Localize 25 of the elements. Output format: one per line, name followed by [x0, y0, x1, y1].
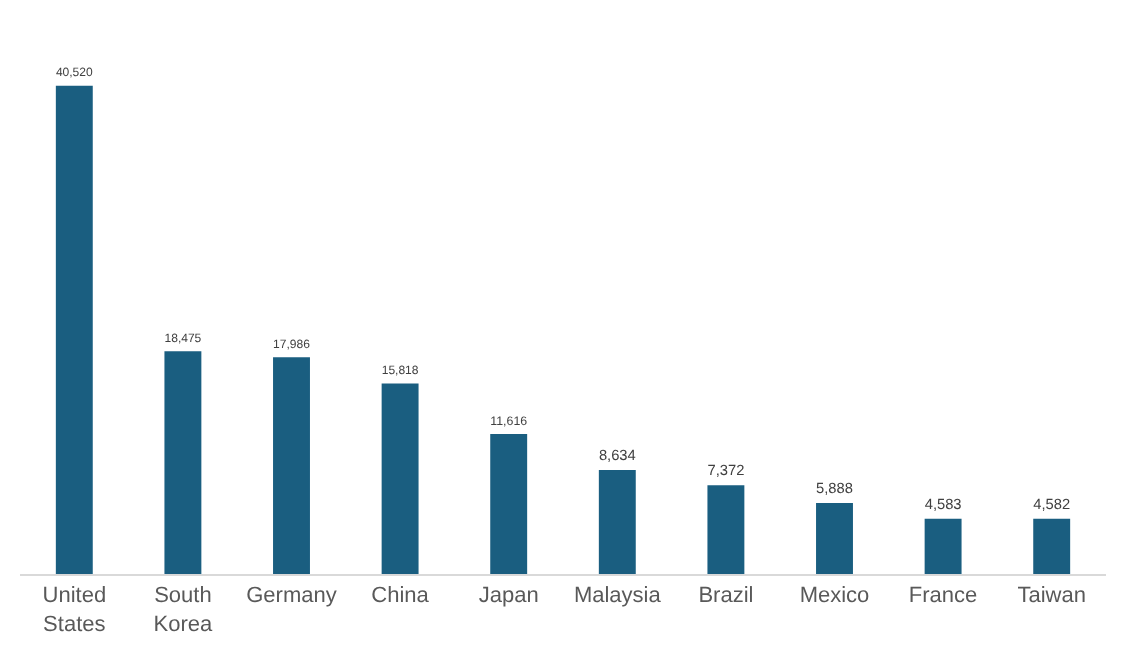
bar [598, 469, 636, 574]
bar [1033, 518, 1071, 574]
x-tick-label: South Korea [153, 584, 215, 637]
bar [490, 434, 528, 574]
data-label: 5,888 [816, 479, 853, 498]
data-label: 4,582 [1033, 494, 1071, 513]
bar [273, 357, 310, 574]
data-label: 8,634 [598, 445, 636, 464]
data-label: 4,583 [924, 494, 962, 513]
bar [816, 503, 853, 574]
bar [924, 518, 962, 574]
x-tick-label: China [371, 584, 431, 609]
x-tick-label: Taiwan [1017, 584, 1086, 609]
bar [164, 351, 202, 574]
x-tick-label: United States [42, 584, 107, 637]
x-tick-label: Germany [246, 584, 338, 609]
bar [55, 85, 93, 574]
x-tick-label: Japan [478, 584, 539, 609]
x-tick-label: Mexico [799, 584, 870, 609]
bar [381, 383, 419, 574]
x-tick-label: Malaysia [573, 584, 663, 609]
bar [707, 485, 745, 574]
x-tick-label: Brazil [698, 584, 754, 609]
data-label: 7,372 [707, 461, 745, 480]
x-tick-label: France [908, 584, 978, 609]
